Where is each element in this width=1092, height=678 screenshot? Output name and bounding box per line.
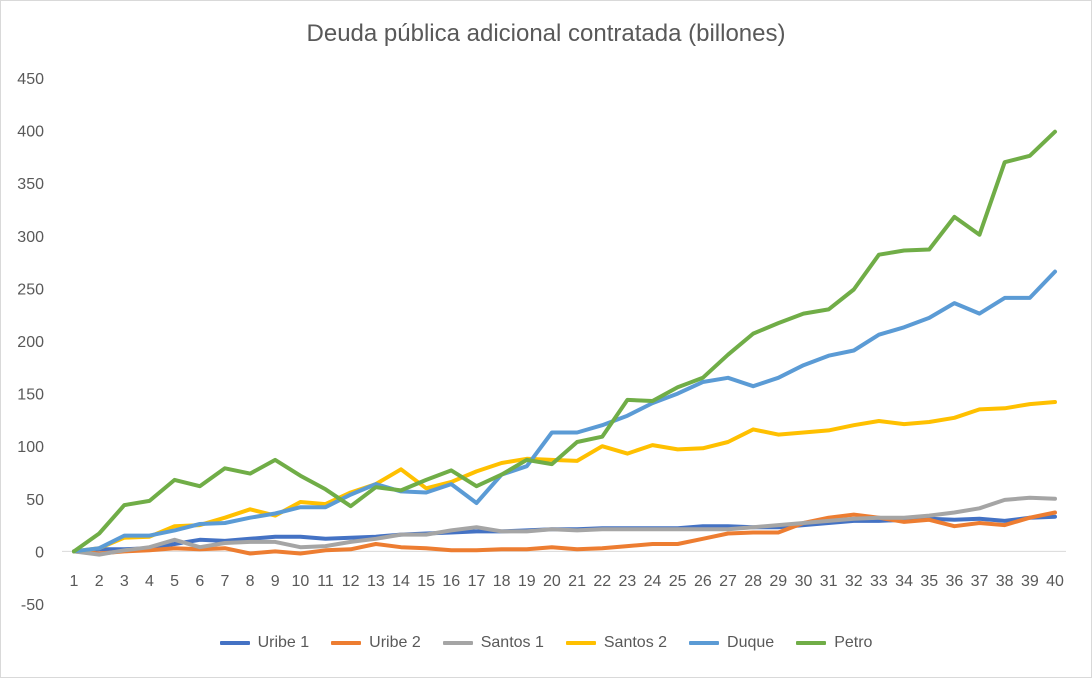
y-tick-label: -50 [21, 597, 44, 614]
y-tick-label: 300 [17, 229, 44, 246]
x-tick-label: 32 [845, 573, 863, 590]
x-tick-label: 15 [417, 573, 435, 590]
legend-swatch [331, 641, 362, 645]
x-tick-label: 27 [719, 573, 737, 590]
legend-swatch [689, 641, 720, 645]
x-tick-label: 12 [342, 573, 360, 590]
x-tick-label: 1 [70, 573, 79, 590]
legend-label: Petro [834, 634, 873, 651]
x-tick-label: 23 [618, 573, 636, 590]
legend-label: Santos 1 [480, 634, 544, 651]
y-tick-label: 100 [17, 439, 44, 456]
x-tick-label: 19 [518, 573, 536, 590]
legend-item: Uribe 2 [331, 634, 421, 652]
y-tick-label: 400 [17, 124, 44, 141]
x-tick-label: 35 [920, 573, 938, 590]
x-tick-label: 18 [493, 573, 511, 590]
legend-item: Uribe 1 [219, 634, 310, 652]
x-tick-label: 36 [945, 573, 963, 590]
legend-label: Duque [727, 634, 775, 651]
x-tick-label: 38 [996, 573, 1014, 590]
legend-swatch [796, 641, 827, 645]
y-tick-label: 350 [17, 176, 44, 193]
x-tick-label: 22 [593, 573, 611, 590]
x-tick-label: 5 [170, 573, 179, 590]
legend-label: Uribe 2 [369, 634, 421, 651]
x-tick-label: 40 [1046, 573, 1064, 590]
x-tick-label: 31 [820, 573, 838, 590]
y-tick-label: 200 [17, 334, 44, 351]
x-tick-label: 28 [744, 573, 762, 590]
x-tick-label: 17 [468, 573, 486, 590]
legend-swatch [219, 641, 250, 645]
y-tick-label: 250 [17, 281, 44, 298]
x-tick-label: 4 [145, 573, 154, 590]
x-tick-label: 2 [95, 573, 104, 590]
x-tick-label: 26 [694, 573, 712, 590]
x-tick-label: 11 [317, 573, 334, 590]
x-tick-label: 8 [246, 573, 255, 590]
legend-label: Uribe 1 [257, 634, 310, 651]
x-tick-label: 16 [442, 573, 460, 590]
legend: Uribe 1 Uribe 2 Santos 1 Santos 2 Duque Petro [0, 634, 1092, 652]
x-tick-label: 33 [870, 573, 888, 590]
x-tick-label: 29 [769, 573, 787, 590]
series-line-uribe-2 [72, 510, 1057, 556]
legend-item: Santos 2 [565, 634, 668, 652]
x-tick-label: 20 [543, 573, 561, 590]
legend-item: Duque [689, 634, 774, 652]
legend-swatch [442, 641, 473, 645]
y-tick-label: 150 [17, 387, 44, 404]
x-tick-label: 34 [895, 573, 913, 590]
x-tick-label: 21 [568, 573, 586, 590]
x-tick-label: 3 [120, 573, 129, 590]
x-tick-label: 30 [795, 573, 813, 590]
x-tick-label: 9 [271, 573, 280, 590]
x-tick-label: 14 [392, 573, 410, 590]
series-line-duque [72, 269, 1057, 554]
x-tick-label: 39 [1021, 573, 1039, 590]
legend-swatch [565, 641, 596, 645]
y-tick-label: 450 [17, 71, 44, 88]
legend-label: Santos 2 [603, 634, 668, 651]
legend-item: Petro [796, 634, 872, 652]
legend-item: Santos 1 [442, 634, 544, 652]
y-tick-label: 0 [35, 544, 44, 561]
x-tick-label: 37 [971, 573, 989, 590]
x-tick-label: 6 [195, 573, 204, 590]
series-line-santos-1 [72, 495, 1057, 557]
series-line-petro [72, 129, 1057, 554]
y-tick-label: 50 [26, 492, 44, 509]
x-tick-label: 25 [669, 573, 687, 590]
chart-title: Deuda pública adicional contratada (bill… [306, 20, 786, 47]
x-tick-label: 24 [644, 573, 662, 590]
x-tick-label: 13 [367, 573, 385, 590]
x-tick-label: 7 [220, 573, 229, 590]
series-line-santos-2 [72, 400, 1057, 554]
x-tick-label: 10 [291, 573, 309, 590]
